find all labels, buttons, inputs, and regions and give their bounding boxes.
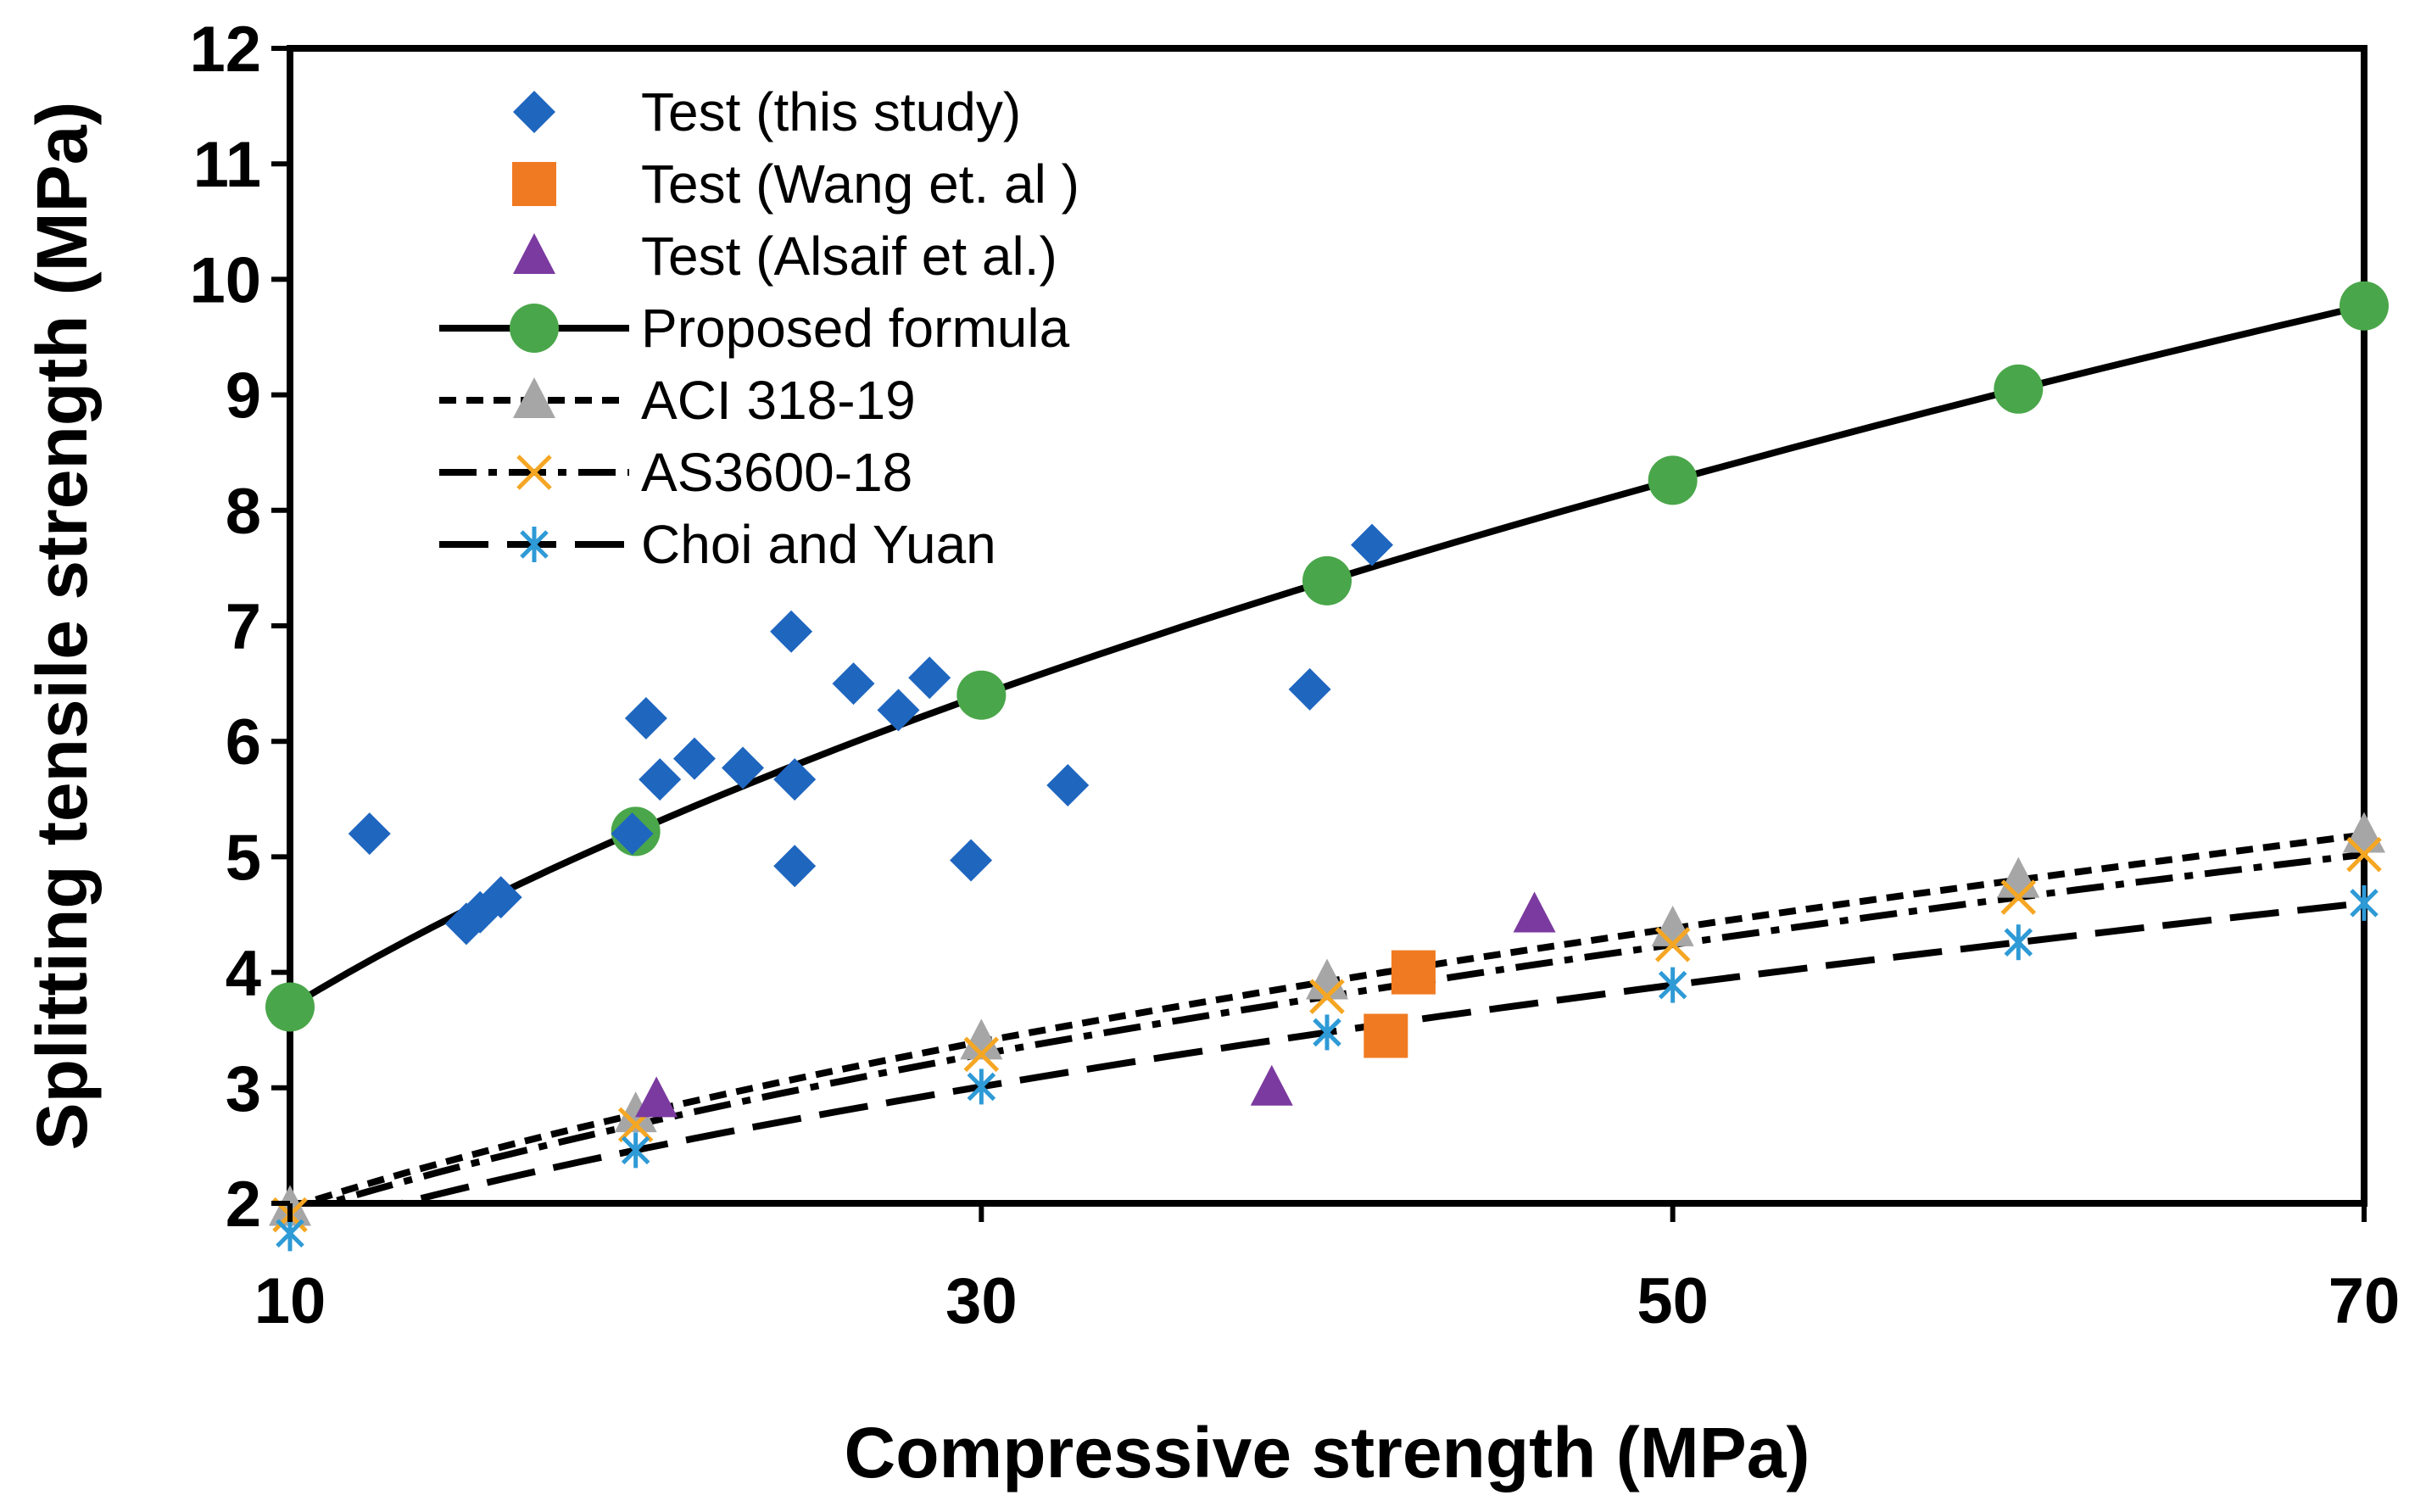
data-point-test-this-study — [832, 662, 875, 706]
data-point-aci-318-19 — [614, 1091, 657, 1133]
legend-label: Test (Wang et. al ) — [641, 153, 1079, 215]
y-tick-label: 7 — [226, 591, 261, 663]
axes: 2 3 4 5 6 7 8 9 10 11 12 10 30 50 70 — [189, 14, 2400, 1337]
data-point-test-this-study — [479, 876, 522, 919]
legend-marker — [510, 304, 559, 353]
y-tick-label: 12 — [189, 14, 261, 86]
legend-marker — [513, 233, 555, 274]
data-point-proposed-formula — [956, 670, 1007, 720]
data-point-proposed-formula — [2340, 281, 2389, 331]
data-point-test-this-study — [1350, 523, 1393, 566]
data-point-test-this-study — [722, 746, 765, 789]
data-point-aci-318-19 — [1306, 958, 1348, 1000]
data-point-as3600-18 — [2346, 836, 2382, 873]
data-point-choi-and-yuan — [2350, 884, 2379, 921]
data-point-proposed-formula — [1302, 555, 1352, 605]
data-point-test-this-study — [624, 696, 667, 739]
data-point-test-this-study — [950, 839, 993, 882]
plot-area — [287, 45, 2367, 1207]
data-point-test-alsaif-et-al — [1513, 891, 1556, 933]
legend-label: Choi and Yuan — [641, 514, 996, 575]
data-point-test-this-study — [770, 610, 813, 653]
legend-label: Proposed formula — [641, 298, 1070, 359]
legend-marker — [513, 377, 555, 418]
data-point-test-this-study — [611, 812, 654, 856]
legend-item-test-this-study: Test (this study) — [513, 81, 1021, 142]
data-point-test-this-study — [773, 845, 817, 888]
data-point-test-this-study — [639, 758, 682, 801]
y-tick-label: 11 — [193, 129, 261, 201]
x-tick-label: 10 — [254, 1265, 326, 1337]
legend-item-test-wang-et-al: Test (Wang et. al ) — [512, 153, 1079, 215]
data-point-choi-and-yuan — [967, 1068, 996, 1105]
data-point-test-this-study — [672, 737, 716, 780]
data-point-test-this-study — [1046, 763, 1090, 806]
data-point-test-this-study — [348, 812, 391, 856]
data-point-choi-and-yuan — [621, 1132, 650, 1169]
data-point-test-alsaif-et-al — [1250, 1064, 1293, 1106]
data-point-as3600-18 — [2000, 879, 2037, 915]
data-point-choi-and-yuan — [2004, 924, 2033, 961]
data-point-as3600-18 — [1654, 927, 1691, 962]
legend-marker — [520, 527, 549, 562]
data-point-choi-and-yuan — [1313, 1014, 1341, 1051]
legend-marker — [516, 455, 552, 490]
legend-item-aci-318-19: ACI 318-19 — [439, 370, 916, 431]
data-point-as3600-18 — [1309, 979, 1345, 1014]
legend-marker — [513, 91, 555, 133]
data-point-test-alsaif-et-al — [635, 1076, 678, 1118]
data-point-proposed-formula — [1994, 364, 2044, 414]
legend-label: ACI 318-19 — [641, 370, 916, 431]
legend-label: AS3600-18 — [641, 442, 912, 503]
legend-marker — [512, 162, 556, 206]
legend-item-as3600-18: AS3600-18 — [439, 442, 912, 503]
x-tick-label: 30 — [945, 1265, 1018, 1337]
y-tick-label: 8 — [226, 476, 261, 548]
legend-item-proposed-formula: Proposed formula — [439, 298, 1070, 359]
series-markers — [265, 281, 2389, 1252]
data-point-test-this-study — [908, 656, 951, 700]
data-point-proposed-formula — [265, 982, 315, 1032]
data-point-test-wang-et-al — [1364, 1013, 1408, 1058]
x-axis-title: Compressive strength (MPa) — [845, 1413, 1810, 1492]
x-tick-label: 70 — [2328, 1265, 2401, 1337]
y-tick-label: 9 — [226, 360, 261, 432]
data-point-test-this-study — [773, 758, 817, 801]
data-point-test-wang-et-al — [1391, 950, 1436, 995]
legend-item-choi-and-yuan: Choi and Yuan — [439, 514, 996, 575]
y-tick-label: 4 — [226, 938, 261, 1010]
data-point-test-this-study — [1288, 667, 1331, 711]
y-tick-label: 2 — [226, 1169, 261, 1241]
legend-item-test-alsaif-et-al: Test (Alsaif et al.) — [513, 226, 1057, 287]
y-tick-label: 3 — [226, 1053, 261, 1125]
data-point-proposed-formula — [1648, 455, 1698, 505]
legend: Test (this study) Test (Wang et. al ) Test… — [439, 81, 1079, 575]
legend-label: Test (Alsaif et al.) — [641, 226, 1057, 287]
data-point-as3600-18 — [963, 1036, 1000, 1073]
x-tick-label: 50 — [1637, 1265, 1709, 1337]
y-tick-label: 5 — [226, 822, 261, 894]
y-axis-title: Splitting tensile strength (MPa) — [22, 102, 102, 1151]
data-point-aci-318-19 — [960, 1018, 1003, 1060]
data-point-choi-and-yuan — [1658, 967, 1687, 1003]
data-point-test-this-study — [877, 689, 920, 732]
legend-label: Test (this study) — [641, 81, 1021, 142]
y-tick-label: 10 — [189, 244, 261, 316]
y-tick-label: 6 — [226, 706, 261, 778]
